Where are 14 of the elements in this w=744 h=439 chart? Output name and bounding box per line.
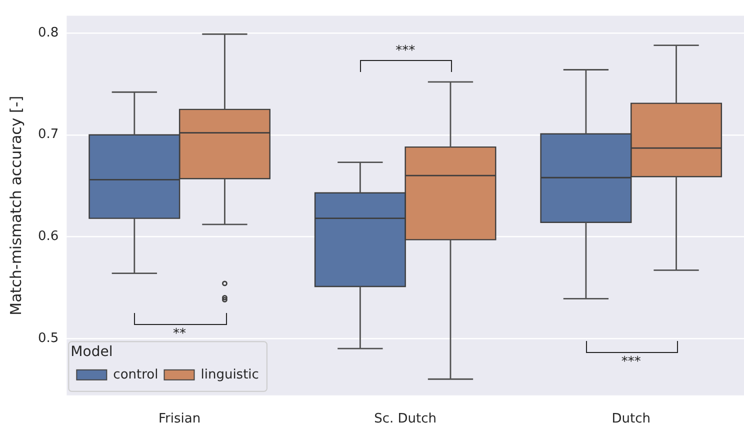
x-tick-label: Dutch [612, 412, 650, 427]
x-tick-label: Sc. Dutch [374, 412, 437, 427]
y-tick-label: 0.6 [38, 229, 59, 244]
y-tick-label: 0.7 [38, 127, 59, 142]
annotation: *** [396, 44, 416, 59]
y-tick-label: 0.8 [38, 25, 59, 40]
legend-title: Model [70, 344, 113, 360]
annotation: ** [173, 326, 186, 342]
annotation: *** [621, 354, 641, 370]
legend-label: control [113, 367, 158, 382]
y-tick-label: 0.5 [38, 330, 59, 346]
x-tick-label: Frisian [158, 412, 201, 427]
legend-label: linguistic [200, 367, 259, 382]
y-axis-title: Match-mismatch accuracy [-] [6, 96, 25, 316]
